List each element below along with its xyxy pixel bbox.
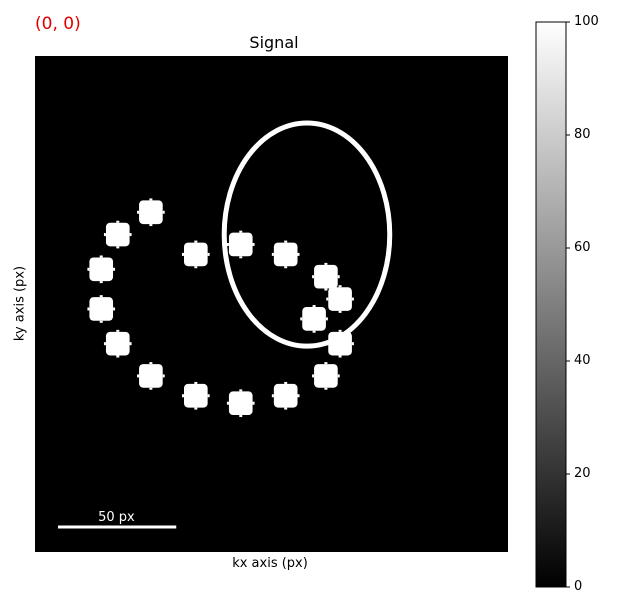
diffraction-spots — [87, 198, 354, 418]
diffraction-spot — [226, 230, 255, 259]
diffraction-spot — [103, 329, 132, 358]
diffraction-spot — [87, 295, 116, 323]
colorbar-tick-label: 40 — [574, 353, 591, 368]
colorbar-tick-label: 100 — [574, 14, 599, 29]
diffraction-spot — [137, 198, 165, 227]
x-axis-label: kx axis (px) — [232, 556, 308, 571]
colorbar-ticks — [566, 21, 570, 588]
colorbar-tick-label: 60 — [574, 240, 591, 255]
colorbar — [535, 21, 567, 588]
diffraction-spot — [312, 362, 340, 390]
diffraction-spot — [103, 220, 132, 249]
colorbar-tick-label: 0 — [574, 579, 583, 594]
diffraction-spot — [181, 240, 210, 269]
diffraction-spot — [271, 240, 300, 269]
diffraction-spot — [312, 262, 340, 291]
diffraction-spot — [226, 389, 255, 418]
diffraction-spot — [181, 381, 210, 410]
ellipse-roi[interactable] — [221, 120, 393, 349]
chart-title: Signal — [249, 33, 299, 52]
signal-image[interactable] — [35, 56, 508, 552]
diffraction-spot — [271, 381, 300, 410]
colorbar-tick-label: 20 — [574, 466, 591, 481]
diffraction-spot — [87, 255, 116, 284]
diffraction-spot — [300, 305, 328, 333]
navigation-coordinates: (0, 0) — [35, 14, 81, 34]
scalebar-label: 50 px — [98, 510, 135, 525]
diffraction-spot — [137, 362, 165, 390]
colorbar-tick-label: 80 — [574, 127, 591, 142]
diffraction-spot — [326, 285, 354, 313]
